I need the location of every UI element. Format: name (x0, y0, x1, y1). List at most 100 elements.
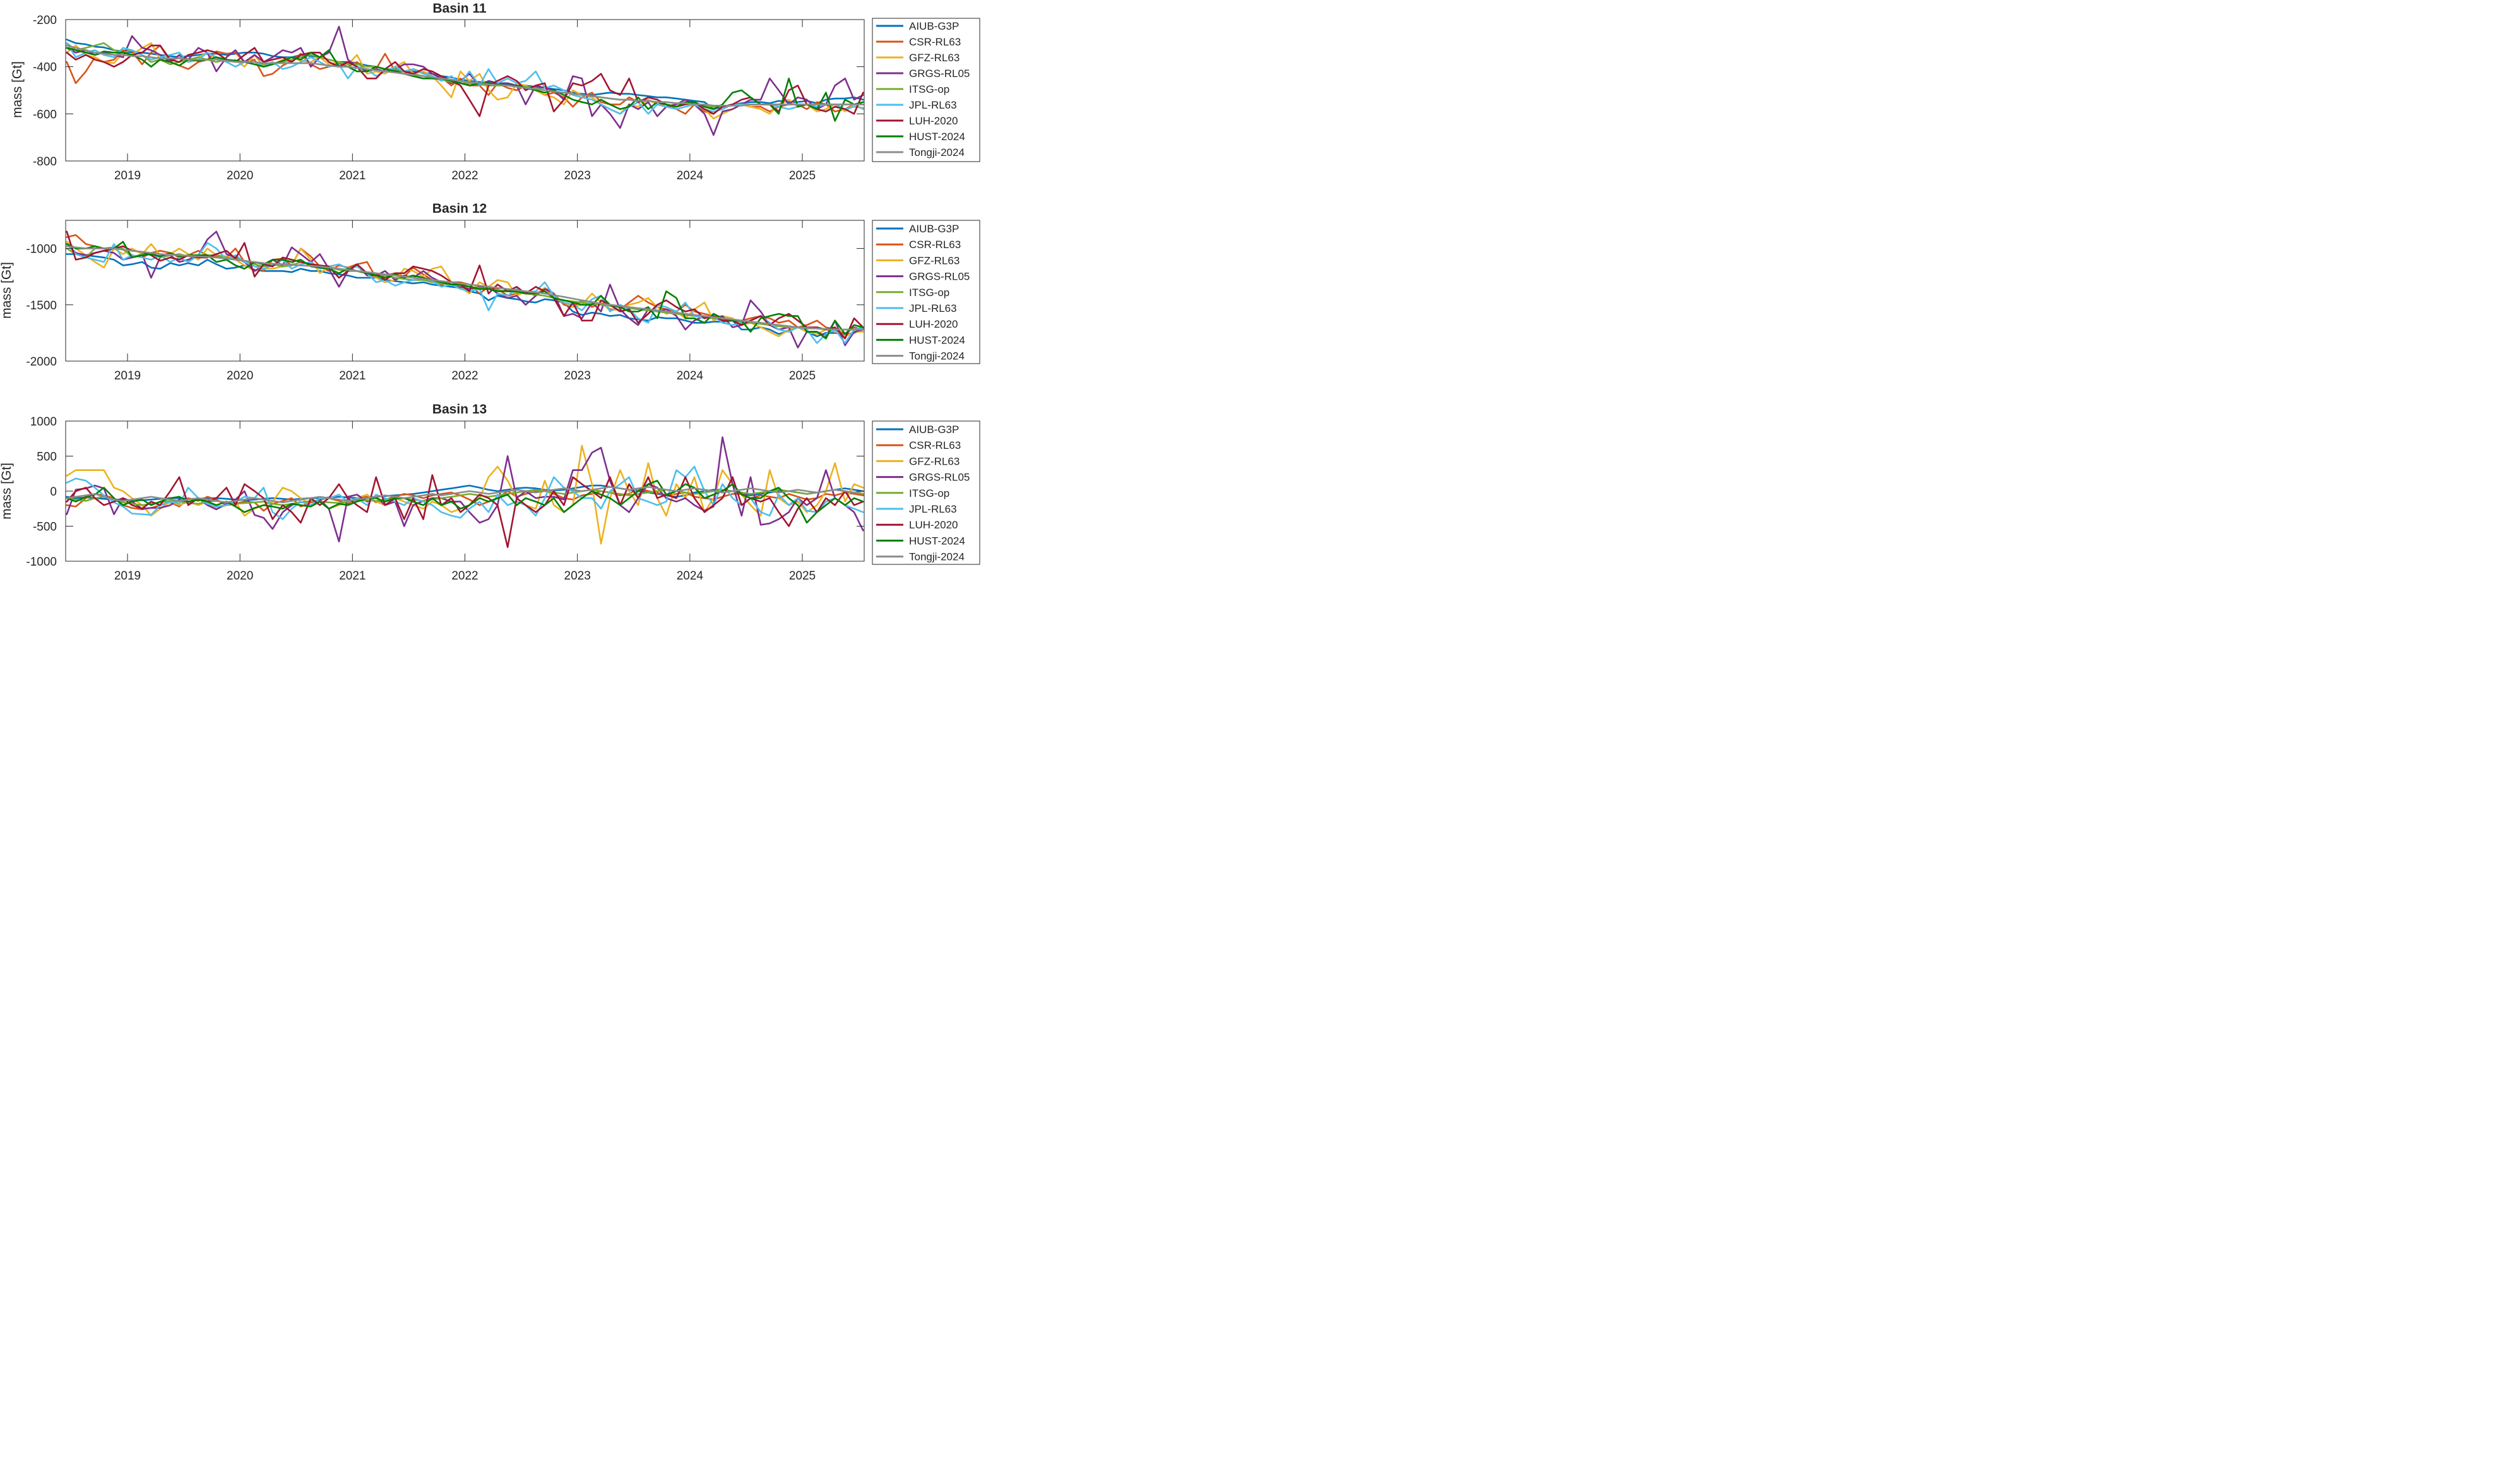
y-tick-label: 0 (50, 485, 57, 499)
x-tick-label: 2021 (339, 169, 366, 182)
legend-label: ITSG-op (909, 487, 949, 499)
legend-item: AIUB-G3P (876, 424, 959, 436)
plot-area: 2019 2020 2021 2022 2023 2024 2025 -200 -400 -600… (33, 14, 865, 182)
y-tick-label: -1500 (26, 299, 57, 312)
series-line-hust-2024 (66, 241, 864, 340)
legend: AIUB-G3P CSR-RL63 GFZ-RL63 GRGS-RL05 ITSG-op… (872, 18, 980, 162)
x-tick-label: 2019 (114, 569, 141, 582)
legend-item: LUH-2020 (876, 519, 958, 531)
x-tick-label: 2020 (227, 569, 253, 582)
legend-label: GRGS-RL05 (909, 68, 970, 80)
legend-label: HUST-2024 (909, 535, 965, 547)
x-tick-label: 2023 (564, 169, 591, 182)
x-tick-label: 2024 (677, 369, 704, 383)
series-line-tongji-2024 (66, 485, 864, 504)
plot-area: 2019 2020 2021 2022 2023 2024 2025 1000 500 0 -500… (26, 415, 865, 582)
legend-label: GRGS-RL05 (909, 472, 970, 484)
legend-item: HUST-2024 (876, 535, 965, 547)
panel-basin-11: Basin 11 mass [Gt] 2019 2020 2021 2022 2023 2… (10, 1, 980, 182)
x-tick-label: 2022 (451, 169, 478, 182)
y-tick-label: 1000 (30, 415, 57, 429)
series-line-jpl-rl63 (66, 242, 864, 344)
series-line-tongji-2024 (66, 245, 864, 331)
legend-item: CSR-RL63 (876, 36, 961, 48)
legend-item: ITSG-op (876, 487, 949, 499)
legend-label: CSR-RL63 (909, 239, 961, 251)
legend-item: GRGS-RL05 (876, 271, 970, 283)
legend-label: AIUB-G3P (909, 223, 959, 235)
x-tick-label: 2021 (339, 569, 366, 582)
legend-label: Tongji-2024 (909, 350, 965, 362)
figure: Basin 11 mass [Gt] 2019 2020 2021 2022 2023 2… (0, 0, 990, 582)
legend-item: JPL-RL63 (876, 302, 957, 314)
legend-label: AIUB-G3P (909, 424, 959, 436)
y-tick-label: -2000 (26, 355, 57, 369)
legend-item: ITSG-op (876, 287, 949, 299)
series-line-hust-2024 (66, 47, 864, 122)
y-tick-label: -1000 (26, 243, 57, 256)
legend-label: GFZ-RL63 (909, 455, 960, 467)
legend-item: Tongji-2024 (876, 350, 965, 362)
legend-item: LUH-2020 (876, 318, 958, 330)
legend-label: LUH-2020 (909, 519, 958, 531)
legend-item: HUST-2024 (876, 131, 965, 143)
x-tick-label: 2019 (114, 369, 141, 383)
legend-label: LUH-2020 (909, 115, 958, 127)
x-tick-label: 2023 (564, 569, 591, 582)
legend-item: JPL-RL63 (876, 99, 957, 111)
series-line-hust-2024 (66, 480, 864, 524)
legend-label: HUST-2024 (909, 131, 965, 143)
legend-label: CSR-RL63 (909, 439, 961, 451)
legend-label: CSR-RL63 (909, 36, 961, 48)
x-tick-label: 2021 (339, 369, 366, 383)
legend-label: GFZ-RL63 (909, 254, 960, 266)
y-axis-label: mass [Gt] (0, 463, 14, 520)
legend-label: JPL-RL63 (909, 503, 957, 515)
y-tick-label: 500 (37, 451, 57, 464)
y-axis-label: mass [Gt] (0, 262, 14, 319)
x-tick-label: 2022 (451, 369, 478, 383)
chart-title: Basin 11 (432, 1, 487, 16)
legend-label: Tongji-2024 (909, 551, 965, 563)
legend-item: JPL-RL63 (876, 503, 957, 515)
y-tick-label: -400 (33, 61, 57, 74)
legend-label: ITSG-op (909, 83, 949, 95)
legend: AIUB-G3P CSR-RL63 GFZ-RL63 GRGS-RL05 ITSG-op… (872, 420, 980, 565)
legend-item: GFZ-RL63 (876, 254, 960, 266)
legend-item: Tongji-2024 (876, 551, 965, 563)
legend-item: GRGS-RL05 (876, 68, 970, 80)
y-tick-label: -600 (33, 108, 57, 121)
x-tick-label: 2020 (227, 169, 253, 182)
chart-title: Basin 12 (432, 201, 487, 216)
legend-item: AIUB-G3P (876, 223, 959, 235)
legend-label: HUST-2024 (909, 334, 965, 346)
legend: AIUB-G3P CSR-RL63 GFZ-RL63 GRGS-RL05 ITSG-op… (872, 220, 980, 364)
panel-basin-12: Basin 12 mass [Gt] 2019 2020 2021 2022 2023 2… (0, 201, 980, 383)
y-tick-label: -200 (33, 14, 57, 27)
legend-label: JPL-RL63 (909, 99, 957, 111)
legend-label: ITSG-op (909, 287, 949, 299)
legend-label: LUH-2020 (909, 318, 958, 330)
x-tick-label: 2022 (451, 569, 478, 582)
y-tick-label: -800 (33, 155, 57, 169)
legend-label: AIUB-G3P (909, 20, 959, 32)
x-tick-label: 2025 (789, 369, 816, 383)
legend-item: LUH-2020 (876, 115, 958, 127)
x-tick-label: 2024 (677, 569, 704, 582)
x-tick-label: 2024 (677, 169, 704, 182)
legend-label: GFZ-RL63 (909, 52, 960, 64)
legend-item: GFZ-RL63 (876, 455, 960, 467)
x-tick-label: 2019 (114, 169, 141, 182)
legend-item: CSR-RL63 (876, 239, 961, 251)
legend-item: GFZ-RL63 (876, 52, 960, 64)
legend-item: AIUB-G3P (876, 20, 959, 32)
legend-label: GRGS-RL05 (909, 271, 970, 283)
x-tick-label: 2025 (789, 569, 816, 582)
chart-title: Basin 13 (432, 402, 487, 417)
x-tick-label: 2023 (564, 369, 591, 383)
x-tick-label: 2020 (227, 369, 253, 383)
y-tick-label: -1000 (26, 556, 57, 569)
legend-item: Tongji-2024 (876, 146, 965, 158)
y-tick-label: -500 (33, 521, 57, 534)
legend-item: ITSG-op (876, 83, 949, 95)
